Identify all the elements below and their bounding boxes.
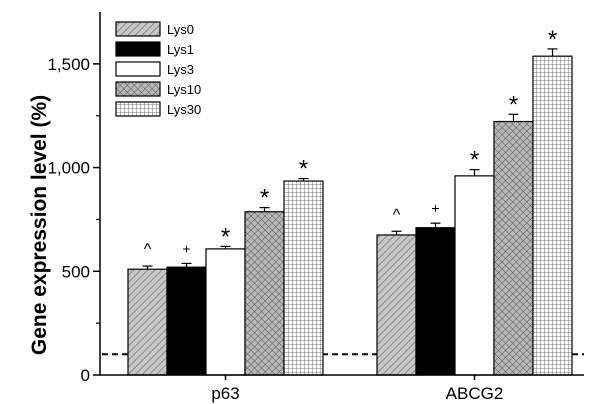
x-category-label: p63 (211, 384, 239, 403)
significance-marker: + (431, 200, 439, 216)
significance-marker: * (548, 26, 557, 53)
bar-lys10-p63 (244, 211, 285, 376)
legend-label: Lys3 (167, 62, 194, 77)
legend-swatch-lys10 (115, 81, 161, 97)
bar-lys30-abcg2 (532, 55, 573, 376)
bar-lys3-p63 (205, 248, 246, 376)
significance-marker: * (509, 91, 518, 118)
bar-lys0-abcg2 (376, 234, 417, 376)
y-axis-title: Gene expression level (%) (28, 95, 51, 355)
bars: ^ + * * * ^ + * * * (127, 26, 573, 376)
significance-marker: * (470, 147, 479, 174)
legend-label: Lys0 (167, 22, 194, 37)
significance-marker: * (299, 156, 308, 183)
bar-lys1-abcg2 (415, 227, 456, 376)
bar-lys1-p63 (166, 266, 207, 376)
legend-swatch-lys30 (115, 101, 161, 117)
significance-marker: * (221, 223, 230, 250)
bar-lys0-p63 (127, 268, 168, 376)
y-axis: 0 500 1,000 1,500 (47, 55, 100, 385)
legend-label: Lys30 (167, 102, 201, 117)
x-axis: p63 ABCG2 (211, 375, 503, 403)
significance-marker: ^ (144, 241, 152, 258)
y-tick-label: 500 (62, 262, 90, 281)
bar-lys10-abcg2 (493, 120, 534, 376)
significance-marker: + (182, 240, 190, 256)
bar-lys3-abcg2 (454, 175, 495, 376)
legend-label: Lys1 (167, 42, 194, 57)
bar-lys30-p63 (283, 180, 324, 376)
y-tick-label: 1,000 (47, 159, 90, 178)
legend-swatch-lys0 (115, 21, 161, 37)
legend-label: Lys10 (167, 82, 201, 97)
y-tick-label: 0 (81, 366, 90, 385)
significance-marker: ^ (393, 206, 401, 223)
legend: Lys0 Lys1 Lys3 Lys10 Lys30 (115, 21, 201, 117)
legend-swatch-lys1 (115, 41, 161, 57)
x-category-label: ABCG2 (446, 384, 504, 403)
y-tick-label: 1,500 (47, 55, 90, 74)
legend-swatch-lys3 (115, 61, 161, 77)
significance-marker: * (260, 185, 269, 212)
